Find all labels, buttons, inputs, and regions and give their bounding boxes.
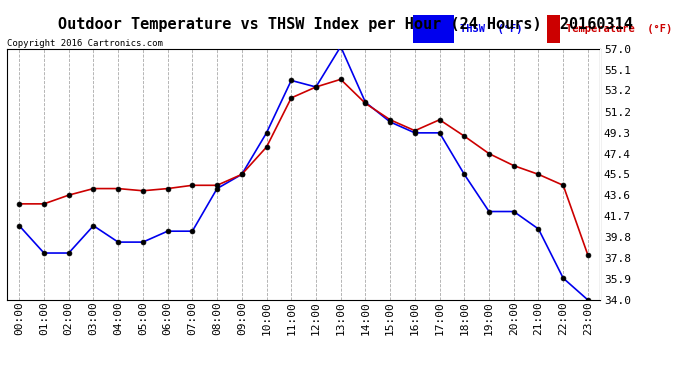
Text: Outdoor Temperature vs THSW Index per Hour (24 Hours)  20160314: Outdoor Temperature vs THSW Index per Ho… xyxy=(57,17,633,32)
Text: THSW  (°F): THSW (°F) xyxy=(460,24,522,34)
Text: Copyright 2016 Cartronics.com: Copyright 2016 Cartronics.com xyxy=(7,39,163,48)
FancyBboxPatch shape xyxy=(547,15,560,44)
FancyBboxPatch shape xyxy=(413,15,454,44)
Text: Temperature  (°F): Temperature (°F) xyxy=(566,24,672,34)
